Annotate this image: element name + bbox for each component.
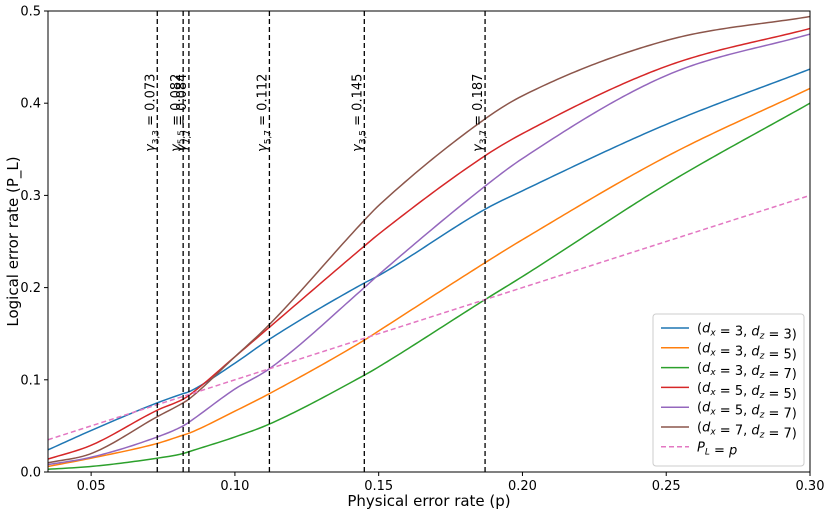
axes-frame: [47, 10, 811, 473]
x-tick-label-4: 0.25: [652, 479, 681, 494]
legend-box: [652, 313, 805, 467]
series-line-4: [48, 33, 810, 466]
legend-label-1: (dx = 3, dz = 5): [697, 341, 797, 362]
x-tick-label-3: 0.20: [508, 479, 537, 494]
threshold-label-3: γ5,7 = 0.112: [255, 74, 273, 152]
series-line-5: [48, 15, 810, 464]
y-tick-label-2: 0.2: [20, 281, 41, 296]
legend-label-2: (dx = 3, dz = 7): [697, 361, 797, 382]
series-line-0: [48, 68, 810, 451]
x-tick-label-2: 0.15: [364, 479, 393, 494]
threshold-label-5: γ3,7 = 0.187: [471, 74, 489, 152]
x-tick-label-5: 0.30: [796, 479, 825, 494]
series-line-6: [48, 194, 810, 441]
legend-label-6: PL = p: [697, 440, 737, 458]
y-tick-label-3: 0.3: [20, 189, 41, 204]
legend-label-5: (dx = 7, dz = 7): [697, 421, 797, 442]
axes: 0.05 0.10 0.15 0.20 0.25 0.30 0.0 0.1 0.2 0.3 0.4 0…: [4, 5, 824, 511]
legend: (dx = 3, dz = 3)(dx = 3, dz = 5)(dx = 3,…: [652, 313, 805, 467]
threshold-label-0: γ3,3 = 0.073: [143, 74, 161, 152]
x-tick-label-1: 0.10: [220, 479, 249, 494]
y-tick-label-5: 0.5: [20, 5, 41, 20]
x-tick-label-0: 0.05: [77, 479, 106, 494]
y-axis-title: Logical error rate (P_L): [4, 156, 23, 326]
x-axis-title: Physical error rate (p): [347, 492, 510, 510]
y-tick-label-0: 0.0: [20, 466, 41, 481]
series-line-3: [48, 27, 810, 460]
threshold-label-4: γ3,5 = 0.145: [350, 74, 368, 152]
series-line-2: [48, 102, 810, 470]
threshold-label-1: γ5,5 = 0.082: [169, 74, 187, 152]
legend-label-3: (dx = 5, dz = 5): [697, 381, 797, 402]
y-tick-label-1: 0.1: [20, 373, 41, 388]
y-tick-label-4: 0.4: [20, 97, 41, 112]
plot-clipped: [48, 15, 810, 470]
legend-label-4: (dx = 5, dz = 7): [697, 401, 797, 422]
threshold-label-2: γ7,7 = 0.084: [175, 74, 193, 152]
series-line-1: [48, 87, 810, 468]
legend-label-0: (dx = 3, dz = 3): [697, 322, 797, 343]
